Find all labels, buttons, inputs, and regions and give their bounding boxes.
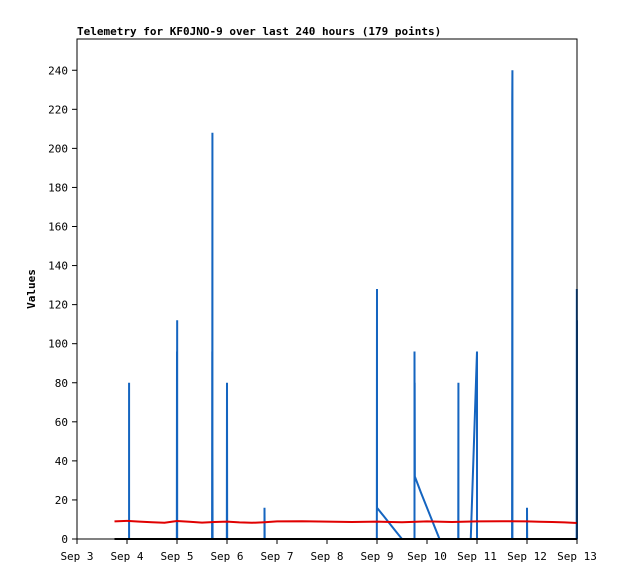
x-tick-label: Sep 3 — [60, 550, 93, 563]
axes: 0 20 40 60 80 100 120 140 160 180 200 220 240 Sep 3 Se… — [48, 38, 597, 563]
x-tick-label: Sep 9 — [360, 550, 393, 563]
x-tick-label: Sep 4 — [110, 550, 143, 563]
y-tick-label: 80 — [55, 377, 68, 390]
series-line-2 — [114, 519, 578, 524]
y-axis-label: Values — [25, 269, 38, 309]
y-tick-label: 100 — [48, 338, 68, 351]
x-tick-label: Sep 13 — [557, 550, 597, 563]
plot-frame — [76, 38, 578, 540]
y-tick-label: 40 — [55, 455, 68, 468]
plot-area — [114, 70, 578, 540]
y-tick-label: 140 — [48, 260, 68, 273]
y-tick-label: 60 — [55, 416, 68, 429]
y-tick-label: 20 — [55, 494, 68, 507]
chart-title: Telemetry for KF0JNO-9 over last 240 hou… — [77, 25, 441, 38]
x-tick-label: Sep 6 — [210, 550, 243, 563]
x-tick-label: Sep 11 — [457, 550, 497, 563]
y-tick-label: 180 — [48, 181, 68, 194]
x-tick-label: Sep 8 — [310, 550, 343, 563]
x-tick-label: Sep 12 — [507, 550, 547, 563]
y-tick-label: 160 — [48, 221, 68, 234]
x-tick-label: Sep 10 — [407, 550, 447, 563]
x-tick-label: Sep 5 — [160, 550, 193, 563]
y-tick-label: 120 — [48, 299, 68, 312]
y-tick-label: 0 — [61, 533, 68, 546]
series-line-1 — [118, 70, 578, 540]
x-tick-label: Sep 7 — [260, 550, 293, 563]
y-tick-label: 200 — [48, 142, 68, 155]
y-tick-label: 240 — [48, 64, 68, 77]
y-tick-label: 220 — [48, 103, 68, 116]
